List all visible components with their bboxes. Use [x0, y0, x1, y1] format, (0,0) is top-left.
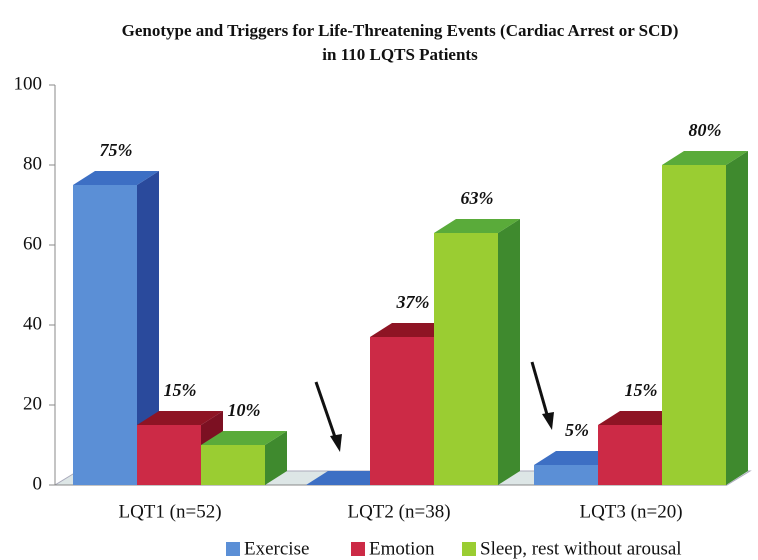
bar: [137, 425, 201, 485]
chart-title: Genotype and Triggers for Life-Threateni…: [122, 21, 679, 40]
bar-top: [662, 151, 748, 165]
bar: [662, 165, 726, 485]
legend-swatch: [226, 542, 240, 556]
y-tick-label: 60: [23, 233, 42, 254]
legend-label: Emotion: [369, 538, 435, 559]
bar-top: [434, 219, 520, 233]
bar: [598, 425, 662, 485]
arrow: [314, 361, 554, 452]
bar-top: [73, 171, 159, 185]
x-tick-label: LQT2 (n=38): [347, 501, 450, 522]
value-label: 5%: [565, 420, 589, 440]
value-label: 15%: [625, 380, 658, 400]
y-tick-label: 40: [23, 313, 42, 334]
bar: [434, 233, 498, 485]
bar: [73, 185, 137, 485]
legend-swatch: [351, 542, 365, 556]
y-tick-label: 80: [23, 153, 42, 174]
legend-label: Exercise: [244, 538, 309, 559]
y-tick-label: 0: [33, 473, 43, 494]
bar-side: [726, 151, 748, 485]
bar: [370, 337, 434, 485]
value-label: 63%: [461, 188, 494, 208]
bar-top: [201, 431, 287, 445]
legend-swatch: [462, 542, 476, 556]
bar-side: [137, 171, 159, 485]
value-label: 15%: [164, 380, 197, 400]
x-tick-label: LQT1 (n=52): [118, 501, 221, 522]
bar-side: [498, 219, 520, 485]
value-label: 80%: [689, 120, 722, 140]
value-label: 75%: [100, 140, 133, 160]
value-label: 10%: [228, 400, 261, 420]
bar: [534, 465, 598, 485]
value-label: 37%: [396, 292, 430, 312]
chart-title: in 110 LQTS Patients: [322, 45, 478, 64]
x-tick-label: LQT3 (n=20): [579, 501, 682, 522]
bar-top: [137, 411, 223, 425]
y-tick-label: 20: [23, 393, 42, 414]
y-tick-label: 100: [14, 73, 43, 94]
legend-label: Sleep, rest without arousal: [480, 538, 682, 559]
bar: [201, 445, 265, 485]
bar-side: [265, 431, 287, 485]
